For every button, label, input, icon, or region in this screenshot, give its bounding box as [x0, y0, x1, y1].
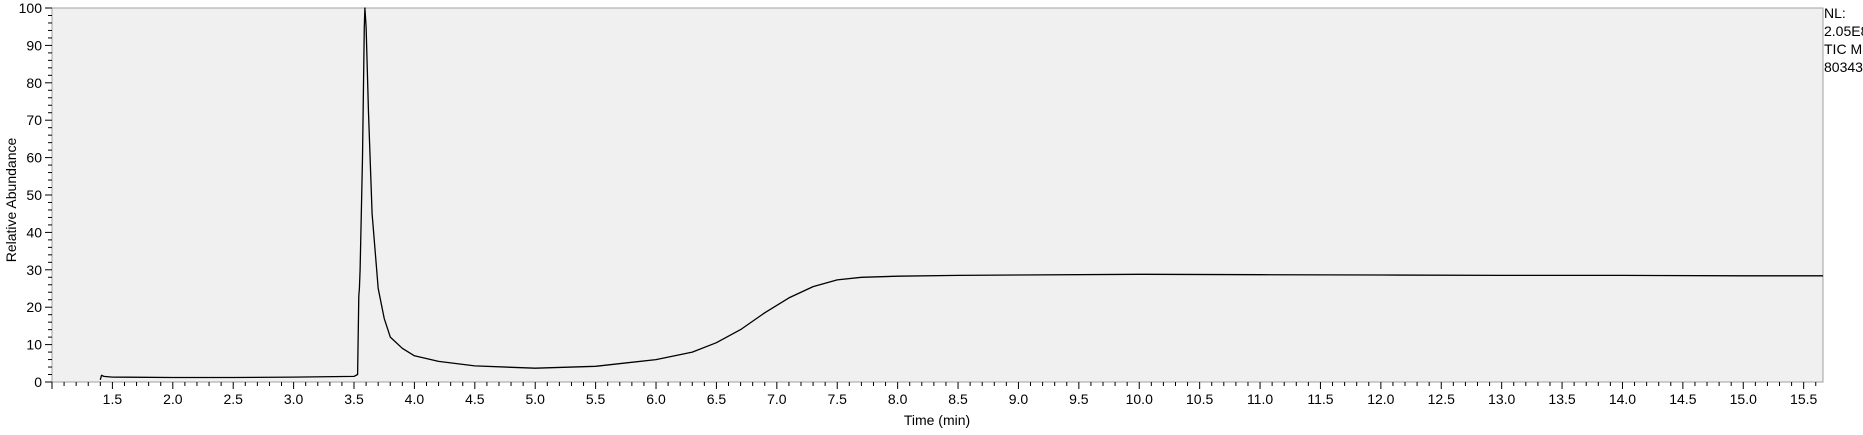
plot-area: [51, 7, 1824, 383]
x-tick-label: 4.5: [465, 391, 485, 407]
y-tick-label: 40: [26, 224, 42, 240]
x-tick-label: 12.5: [1428, 391, 1455, 407]
x-tick-label: 4.0: [405, 391, 425, 407]
x-tick-label: 15.5: [1790, 391, 1817, 407]
tic-trace-line: [99, 7, 1823, 380]
x-tick-label: 7.5: [827, 391, 847, 407]
nl-value: 2.05E8: [1824, 23, 1863, 39]
y-tick-label: 10: [26, 337, 42, 353]
y-axis: 0 10 20 30 40 50 60 70 80 90 100: [19, 0, 52, 390]
x-tick-label: 14.0: [1609, 391, 1636, 407]
x-tick-label: 9.5: [1069, 391, 1089, 407]
x-tick-label: 6.5: [707, 391, 727, 407]
y-tick-label: 70: [26, 112, 42, 128]
y-tick-label: 50: [26, 187, 42, 203]
x-tick-label: 3.0: [284, 391, 304, 407]
x-tick-label: 13.5: [1548, 391, 1575, 407]
y-tick-label: 20: [26, 299, 42, 315]
y-tick-label: 90: [26, 37, 42, 53]
peak-label: 3.59: [351, 0, 378, 1]
x-tick-label: 12.0: [1367, 391, 1394, 407]
x-tick-label: 8.5: [948, 391, 968, 407]
x-axis-title: Time (min): [904, 412, 970, 428]
y-tick-label: 80: [26, 75, 42, 91]
x-tick-label: 15.0: [1730, 391, 1757, 407]
x-tick-label: 2.0: [163, 391, 183, 407]
x-tick-label: 2.5: [223, 391, 243, 407]
y-tick-label: 0: [34, 374, 42, 390]
x-tick-label: 13.0: [1488, 391, 1515, 407]
x-axis: 1.5 2.0 2.5 3.0 3.5 4.0 4.5 5.0 5.5 6.0 6.5 7.0 7.5 8…: [51, 382, 1818, 407]
x-tick-label: 9.0: [1009, 391, 1029, 407]
nl-label: NL:: [1824, 5, 1846, 21]
normalization-info: NL: 2.05E8 TIC MS 80343: [1824, 4, 1863, 76]
x-tick-label: 5.0: [525, 391, 545, 407]
x-tick-label: 11.5: [1307, 391, 1333, 407]
x-tick-label: 14.5: [1669, 391, 1696, 407]
x-tick-label: 1.5: [103, 391, 123, 407]
x-tick-label: 10.5: [1186, 391, 1213, 407]
y-tick-label: 100: [19, 0, 43, 16]
x-tick-label: 10.0: [1126, 391, 1153, 407]
x-tick-label: 11.0: [1247, 391, 1273, 407]
file-id: 80343: [1824, 59, 1863, 75]
tic-label: TIC MS: [1824, 41, 1863, 57]
x-tick-label: 3.5: [344, 391, 364, 407]
x-tick-label: 8.0: [888, 391, 908, 407]
x-tick-label: 5.5: [586, 391, 606, 407]
y-axis-title: Relative Abundance: [3, 138, 19, 263]
x-tick-label: 6.0: [646, 391, 666, 407]
x-tick-label: 7.0: [767, 391, 787, 407]
y-tick-label: 30: [26, 262, 42, 278]
y-tick-label: 60: [26, 150, 42, 166]
